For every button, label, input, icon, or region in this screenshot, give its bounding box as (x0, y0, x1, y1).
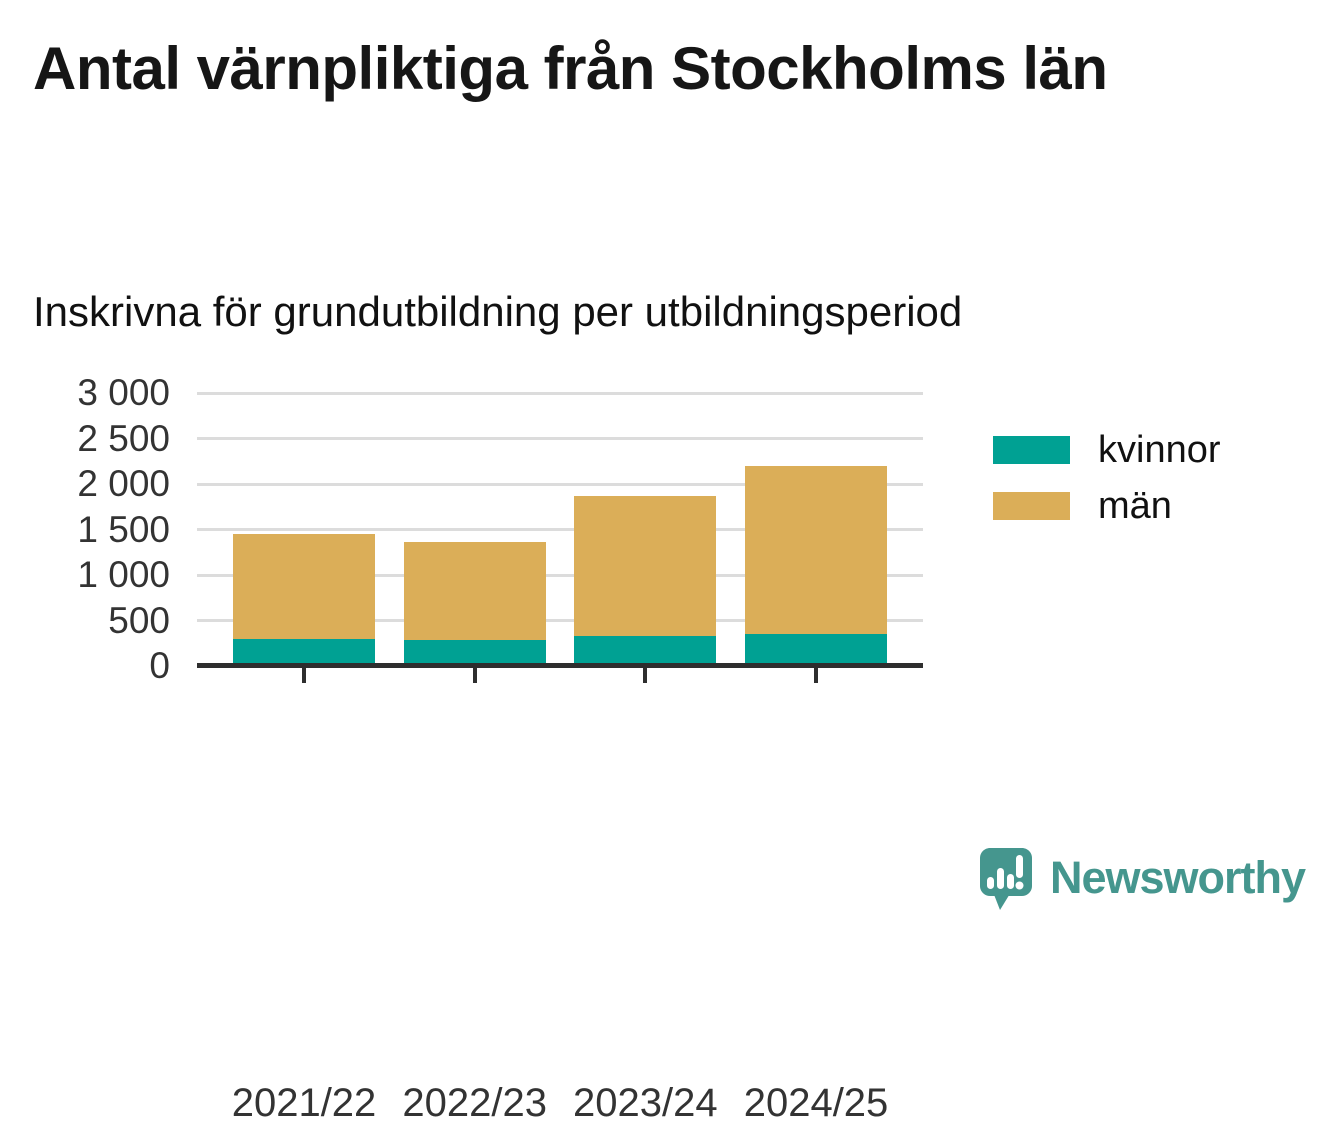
x-axis-line (197, 663, 923, 668)
legend-label-kvinnor: kvinnor (1098, 428, 1221, 471)
newsworthy-logo-text: Newsworthy (1050, 852, 1306, 903)
y-axis-tick-label-500: 500 (108, 599, 170, 641)
chart-title: Antal värnpliktiga från Stockholms län (33, 35, 1108, 102)
y-axis-tick-label-3000: 3 000 (77, 372, 170, 413)
gridline-2000 (197, 482, 923, 486)
x-axis-tick-2021-22 (302, 668, 306, 683)
bar-segment-kvinnor-2024-25 (745, 634, 887, 666)
bar-segment-män-2022-23 (403, 542, 546, 640)
bar-segment-kvinnor-2023-24 (574, 635, 717, 666)
bar-chart-plot-area: 2021/22 2022/23 2023/24 2024/25 (197, 391, 923, 1123)
y-axis-tick-label-1000: 1 000 (77, 554, 170, 595)
gridline-1000 (197, 573, 923, 577)
bar-segment-män-2023-24 (574, 495, 717, 636)
legend-swatch-man (993, 492, 1070, 520)
bar-segment-kvinnor-2022-23 (403, 639, 546, 666)
newsworthy-branding: Newsworthy (978, 846, 1306, 916)
y-axis-tick-label-1500: 1 500 (77, 508, 170, 550)
gridline-2500 (197, 437, 923, 440)
x-axis-tick-label-2022-23: 2022/23 (402, 1081, 547, 1125)
legend-swatch-kvinnor (993, 436, 1070, 464)
bar-segment-kvinnor-2021-22 (233, 638, 375, 666)
gridline-1500 (197, 528, 923, 531)
x-axis-tick-2023-24 (643, 668, 648, 683)
x-axis-tick-2024-25 (814, 668, 818, 683)
x-axis-tick-2022-23 (472, 668, 477, 683)
chart-subtitle: Inskrivna för grundutbildning per utbild… (33, 288, 963, 335)
bar-segment-män-2021-22 (233, 534, 375, 639)
legend-item-kvinnor: kvinnor (993, 429, 1221, 471)
bar-segment-män-2024-25 (745, 465, 887, 635)
y-axis-tick-label-2500: 2 500 (77, 417, 170, 459)
x-axis-tick-label-2023-24: 2023/24 (573, 1081, 718, 1125)
infographic-canvas: Antal värnpliktiga från Stockholms län I… (33, 35, 1307, 1123)
gridline-500 (197, 619, 923, 622)
y-axis-tick-label-0: 0 (149, 645, 170, 686)
legend-label-man: män (1098, 484, 1172, 527)
newsworthy-logo-icon (980, 848, 1032, 910)
y-axis-tick-label-2000: 2 000 (77, 463, 170, 504)
x-axis-tick-label-2021-22: 2021/22 (231, 1081, 377, 1125)
gridline-3000 (197, 391, 923, 395)
legend-item-man: män (993, 485, 1172, 527)
x-axis-tick-label-2024-25: 2024/25 (743, 1081, 889, 1125)
